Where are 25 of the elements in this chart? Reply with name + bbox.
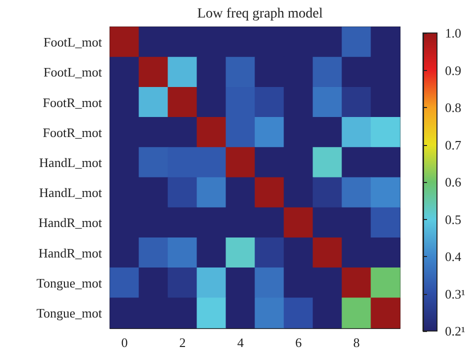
y-tick-label: HandL_mot xyxy=(39,185,102,200)
x-tick-label: 8 xyxy=(353,335,360,350)
y-tick-label: HandL_mot xyxy=(39,154,102,170)
y-tick-label: HandR_mot xyxy=(38,215,102,230)
color-bar-label: 0.2¹ xyxy=(445,324,466,338)
y-tick-label: Tongue_mot xyxy=(36,305,102,320)
color-bar-label: 0.9 xyxy=(445,62,462,78)
color-bar-label: 1.0 xyxy=(445,26,462,40)
color-bar-label: 0.8 xyxy=(445,100,462,115)
x-tick-label: 6 xyxy=(295,335,302,350)
chart-title: Low freq graph model xyxy=(197,6,323,22)
y-tick-label: FootR_mot xyxy=(42,124,102,140)
x-tick-label: 0 xyxy=(121,335,128,350)
color-bar-label: 0.6 xyxy=(445,174,462,190)
color-bar-label: 0.7 xyxy=(445,137,462,152)
x-tick-label: 2 xyxy=(179,335,186,350)
y-tick-label: FootL_mot xyxy=(43,64,102,80)
x-tick-label: 4 xyxy=(237,335,244,350)
y-tick-label: FootR_mot xyxy=(42,94,102,110)
y-tick-label: FootL_mot xyxy=(43,34,102,50)
y-tick-label: HandR_mot xyxy=(38,245,102,260)
color-bar-label: 0.4 xyxy=(445,249,462,264)
color-bar-label: 0.5 xyxy=(445,212,462,227)
y-tick-label: Tongue_mot xyxy=(36,275,102,290)
color-bar-label: 0.3¹ xyxy=(445,286,466,302)
